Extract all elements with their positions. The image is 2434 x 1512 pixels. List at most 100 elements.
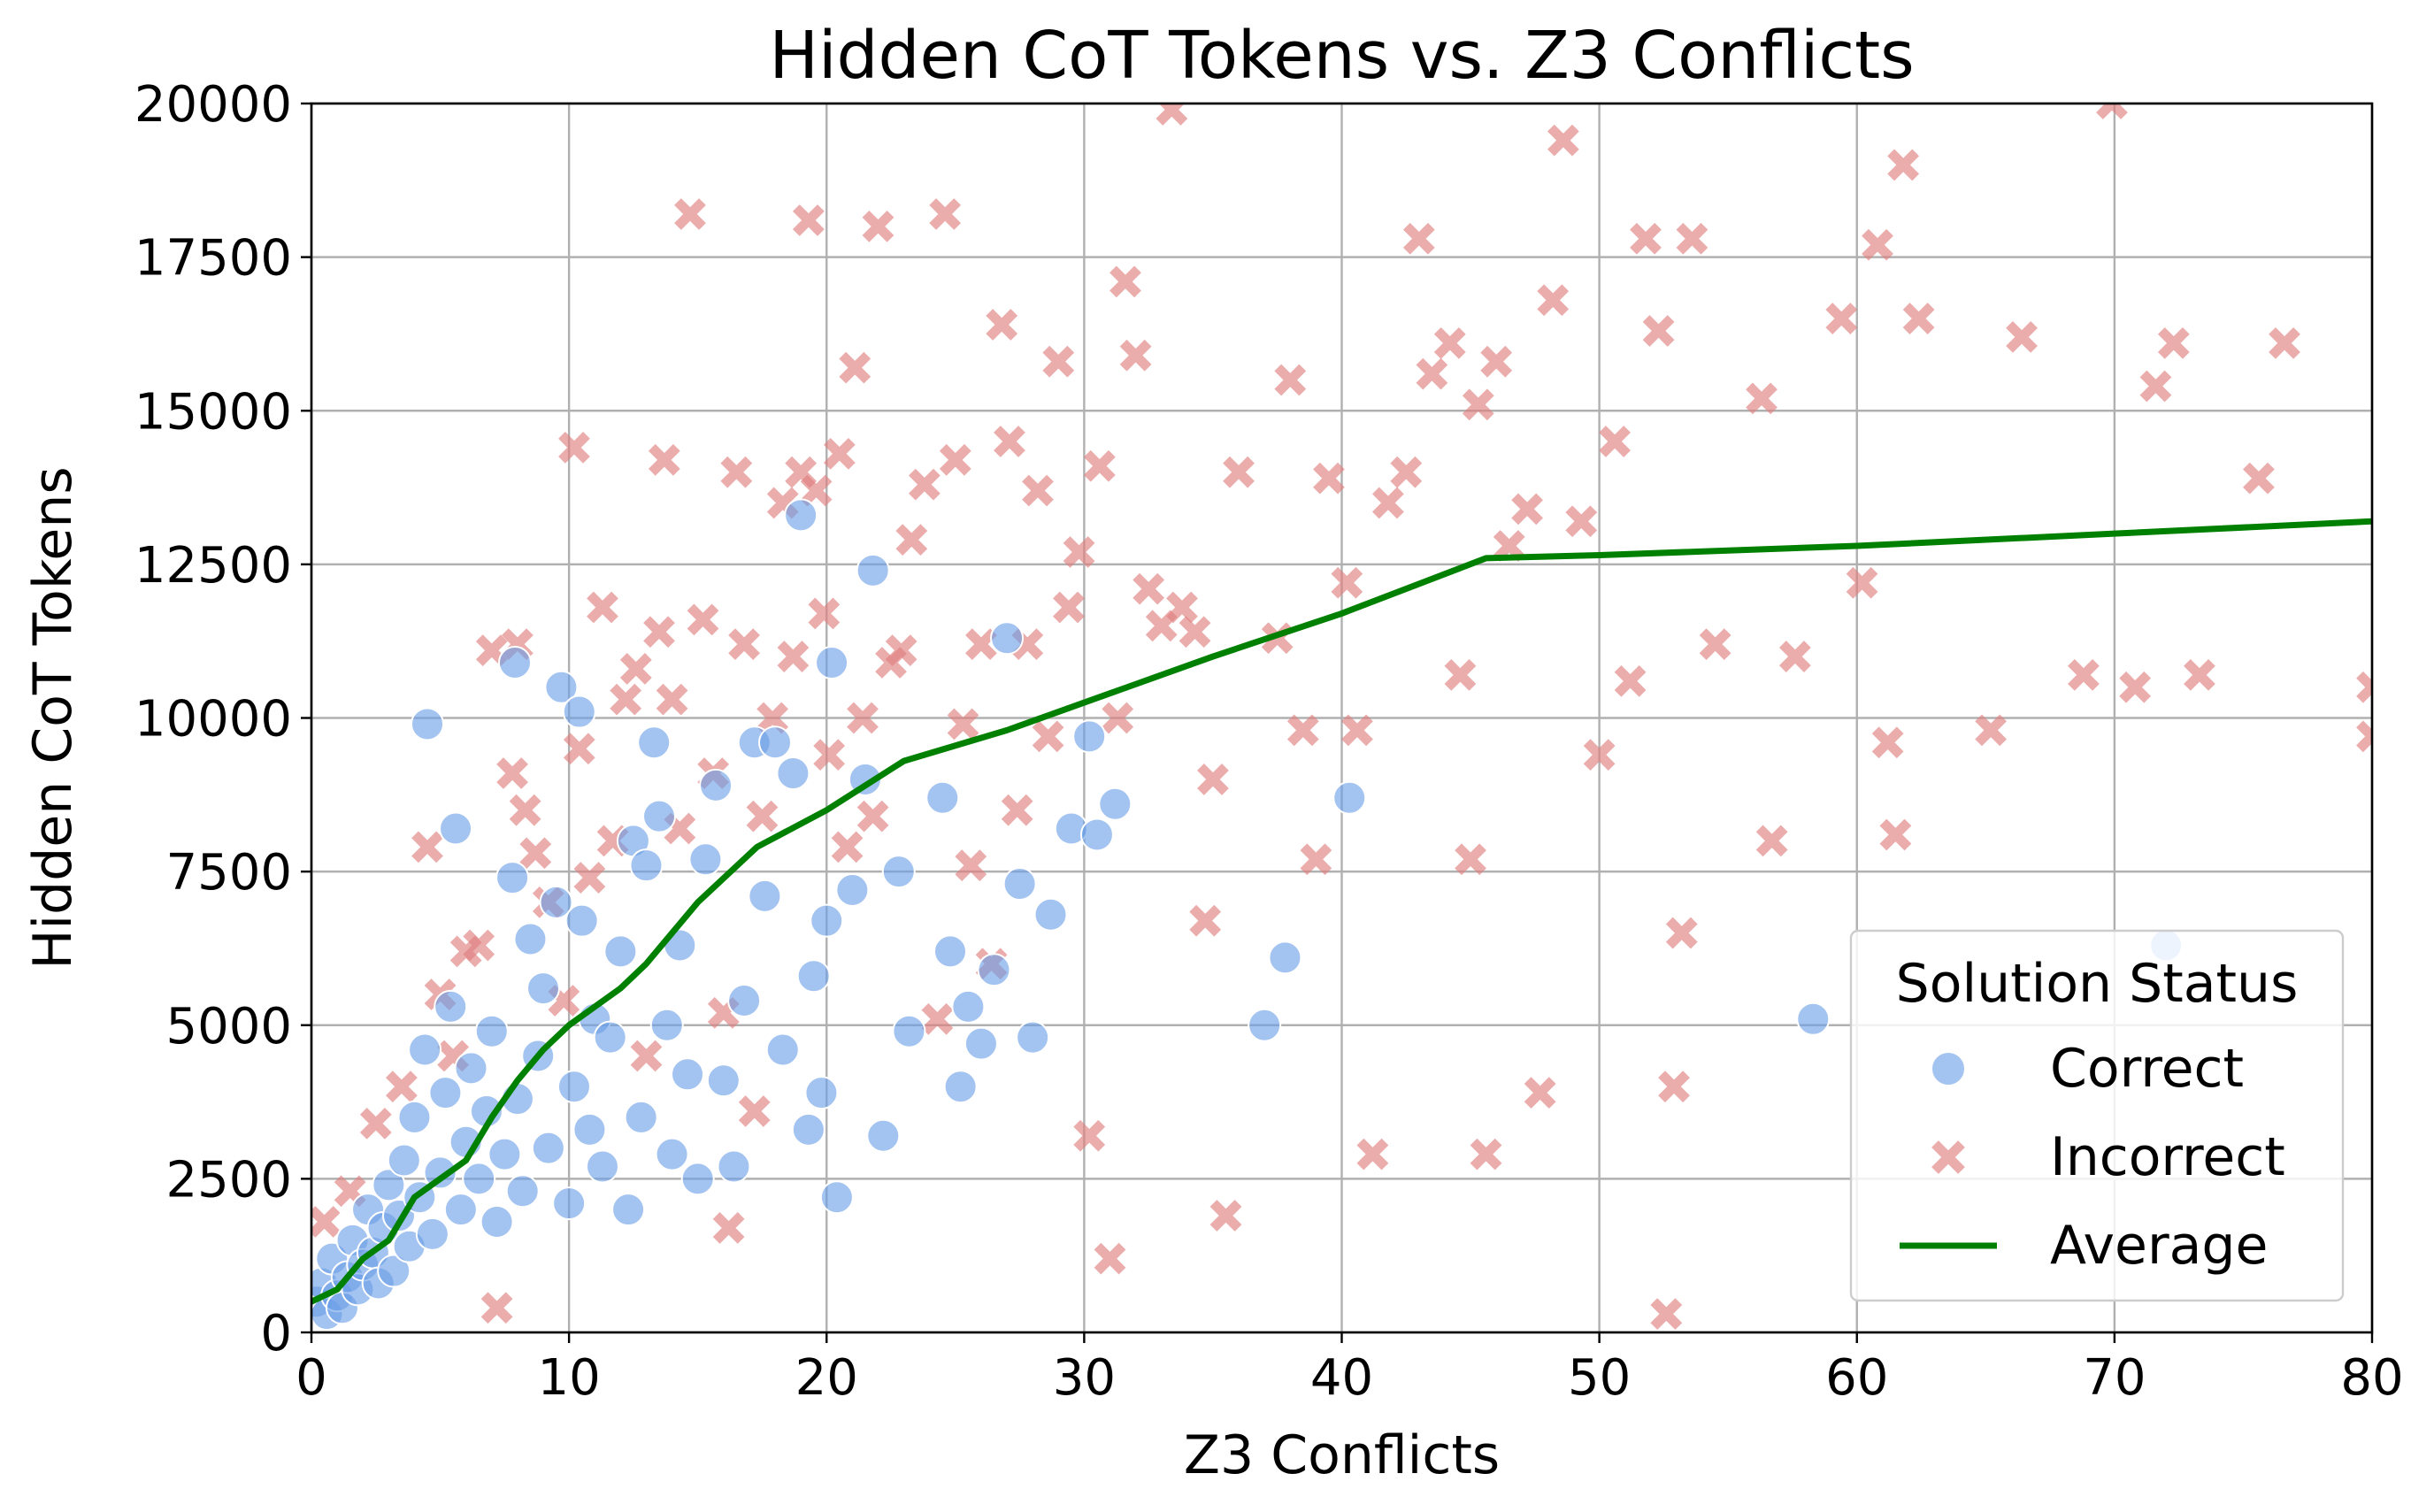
x-tick-label: 20 [795,1349,858,1407]
incorrect-point [1083,449,1116,482]
correct-point [480,1204,514,1239]
incorrect-point [619,653,652,685]
correct-point [497,645,532,679]
incorrect-point [1778,641,1811,672]
incorrect-point [558,432,590,464]
incorrect-point [823,437,856,470]
incorrect-point [1133,572,1165,605]
x-axis-label: Z3 Conflicts [1184,1424,1500,1486]
x-tick-label: 50 [1568,1349,1631,1407]
correct-point [428,1076,463,1110]
correct-point [585,1149,619,1184]
correct-point [951,989,986,1024]
incorrect-point [885,634,918,666]
incorrect-point [1642,315,1675,347]
correct-point [1248,1008,1282,1042]
correct-point [881,855,916,889]
y-tick-label: 20000 [134,76,292,134]
incorrect-point [1390,456,1423,488]
legend-marker-correct [1931,1051,1966,1086]
incorrect-point [728,628,760,661]
correct-point [462,1162,496,1196]
correct-point [964,1026,998,1061]
correct-point [1098,787,1133,821]
x-tick-label: 70 [2083,1349,2146,1407]
incorrect-point [2139,370,2172,403]
correct-point [866,1118,901,1153]
incorrect-point [929,198,962,230]
correct-point [454,1051,488,1086]
correct-point [488,1137,522,1171]
incorrect-point [1902,303,1935,334]
incorrect-point [712,1212,745,1244]
incorrect-point [2006,321,2038,353]
axis-ticks: 0 10 20 30 40 50 60 70 80 0 2500 5000 7500 10000 12500… [134,76,2404,1407]
incorrect-point [847,702,879,734]
incorrect-point [792,204,825,236]
incorrect-point [955,849,987,882]
incorrect-point [1879,818,1912,851]
incorrect-point [656,683,688,716]
y-tick-label: 15000 [134,383,292,441]
incorrect-point [738,1095,771,1127]
incorrect-point [1480,345,1513,378]
incorrect-point [800,474,833,507]
incorrect-point [813,739,846,771]
correct-point [791,1112,825,1147]
incorrect-point [2269,326,2300,359]
incorrect-point [1119,339,1152,372]
correct-point [572,1112,607,1147]
correct-point [810,903,844,938]
incorrect-point [1209,1200,1242,1232]
x-tick-label: 60 [1825,1349,1888,1407]
correct-point [505,1174,540,1209]
incorrect-point [1493,530,1525,562]
x-tick-label: 0 [296,1349,327,1407]
correct-point [748,879,782,913]
incorrect-point [908,468,941,501]
incorrect-point [1599,426,1631,457]
correct-point [495,861,530,895]
correct-point [1079,817,1114,852]
correct-point [557,1070,591,1104]
incorrect-point [587,591,618,624]
y-tick-label: 12500 [134,537,292,595]
incorrect-point [1156,104,1188,126]
correct-point [990,621,1025,656]
correct-point [933,934,967,969]
correct-point [804,1076,839,1110]
correct-point [1072,719,1107,754]
incorrect-point [1402,222,1435,255]
correct-point [796,959,831,994]
correct-point [699,768,733,802]
correct-point [443,1193,478,1227]
y-tick-label: 2500 [165,1151,292,1209]
correct-point [977,953,1011,987]
correct-point [776,756,810,791]
legend-label-incorrect: Incorrect [2050,1126,2285,1188]
correct-point [372,1168,406,1202]
incorrect-point [610,683,642,716]
correct-point [727,983,762,1017]
y-tick-label: 10000 [134,691,292,748]
x-tick-label: 40 [1310,1349,1373,1407]
correct-point [1796,1002,1831,1036]
incorrect-point [1825,303,1858,334]
correct-point [758,725,793,760]
correct-point [434,989,468,1024]
incorrect-point [411,831,443,863]
incorrect-point [777,641,810,672]
incorrect-point [359,1107,392,1140]
correct-point [856,553,890,587]
incorrect-point [2119,671,2152,703]
incorrect-point [1053,591,1085,624]
correct-point [439,811,473,846]
incorrect-point [939,443,971,476]
correct-point [815,645,849,679]
incorrect-point [1416,357,1448,390]
incorrect-point [1614,664,1647,697]
incorrect-point [1699,628,1731,661]
incorrect-point [674,198,706,230]
correct-point [819,1180,854,1215]
